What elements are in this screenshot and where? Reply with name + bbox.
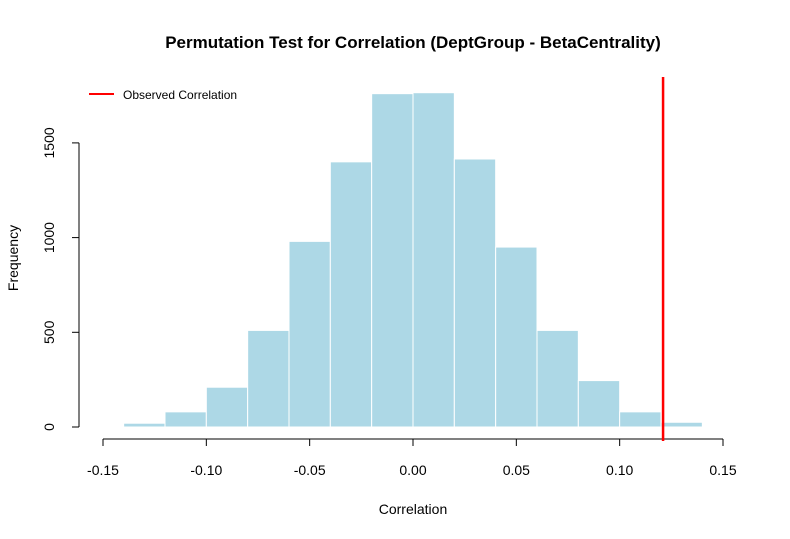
histogram-bar <box>164 411 207 428</box>
legend: Observed Correlation <box>89 88 237 102</box>
y-axis: 0 500 1000 1500 <box>41 127 80 431</box>
bars-group <box>123 92 703 428</box>
histogram-bar <box>577 380 621 428</box>
x-tick-label: 0.15 <box>709 462 736 478</box>
y-axis-label: Frequency <box>5 225 21 291</box>
x-axis: -0.15 -0.10 -0.05 0.00 0.05 0.10 0.15 <box>87 438 737 478</box>
y-tick-label: 1500 <box>41 127 57 158</box>
histogram-bar <box>453 158 497 428</box>
histogram-bar <box>619 411 662 428</box>
histogram-bar <box>205 386 249 428</box>
y-tick-label: 1000 <box>41 222 57 253</box>
x-tick-label: 0.10 <box>606 462 633 478</box>
legend-label-observed: Observed Correlation <box>123 88 237 102</box>
histogram-bar <box>371 93 414 428</box>
histogram-bar <box>123 422 166 428</box>
histogram-bar <box>412 92 455 428</box>
x-tick-label: 0.05 <box>503 462 530 478</box>
x-tick-label: -0.15 <box>87 462 119 478</box>
histogram-bar <box>247 329 290 428</box>
histogram-bar <box>660 421 703 428</box>
histogram-bar <box>288 240 331 428</box>
histogram-bar <box>536 329 579 428</box>
histogram-bar <box>329 161 373 428</box>
y-tick-label: 0 <box>41 423 57 431</box>
histogram-bar <box>495 246 538 428</box>
x-tick-label: -0.05 <box>294 462 326 478</box>
x-axis-label: Correlation <box>379 501 447 517</box>
x-tick-label: 0.00 <box>399 462 426 478</box>
y-tick-label: 500 <box>41 320 57 344</box>
chart-title: Permutation Test for Correlation (DeptGr… <box>165 33 661 52</box>
x-tick-label: -0.10 <box>190 462 222 478</box>
